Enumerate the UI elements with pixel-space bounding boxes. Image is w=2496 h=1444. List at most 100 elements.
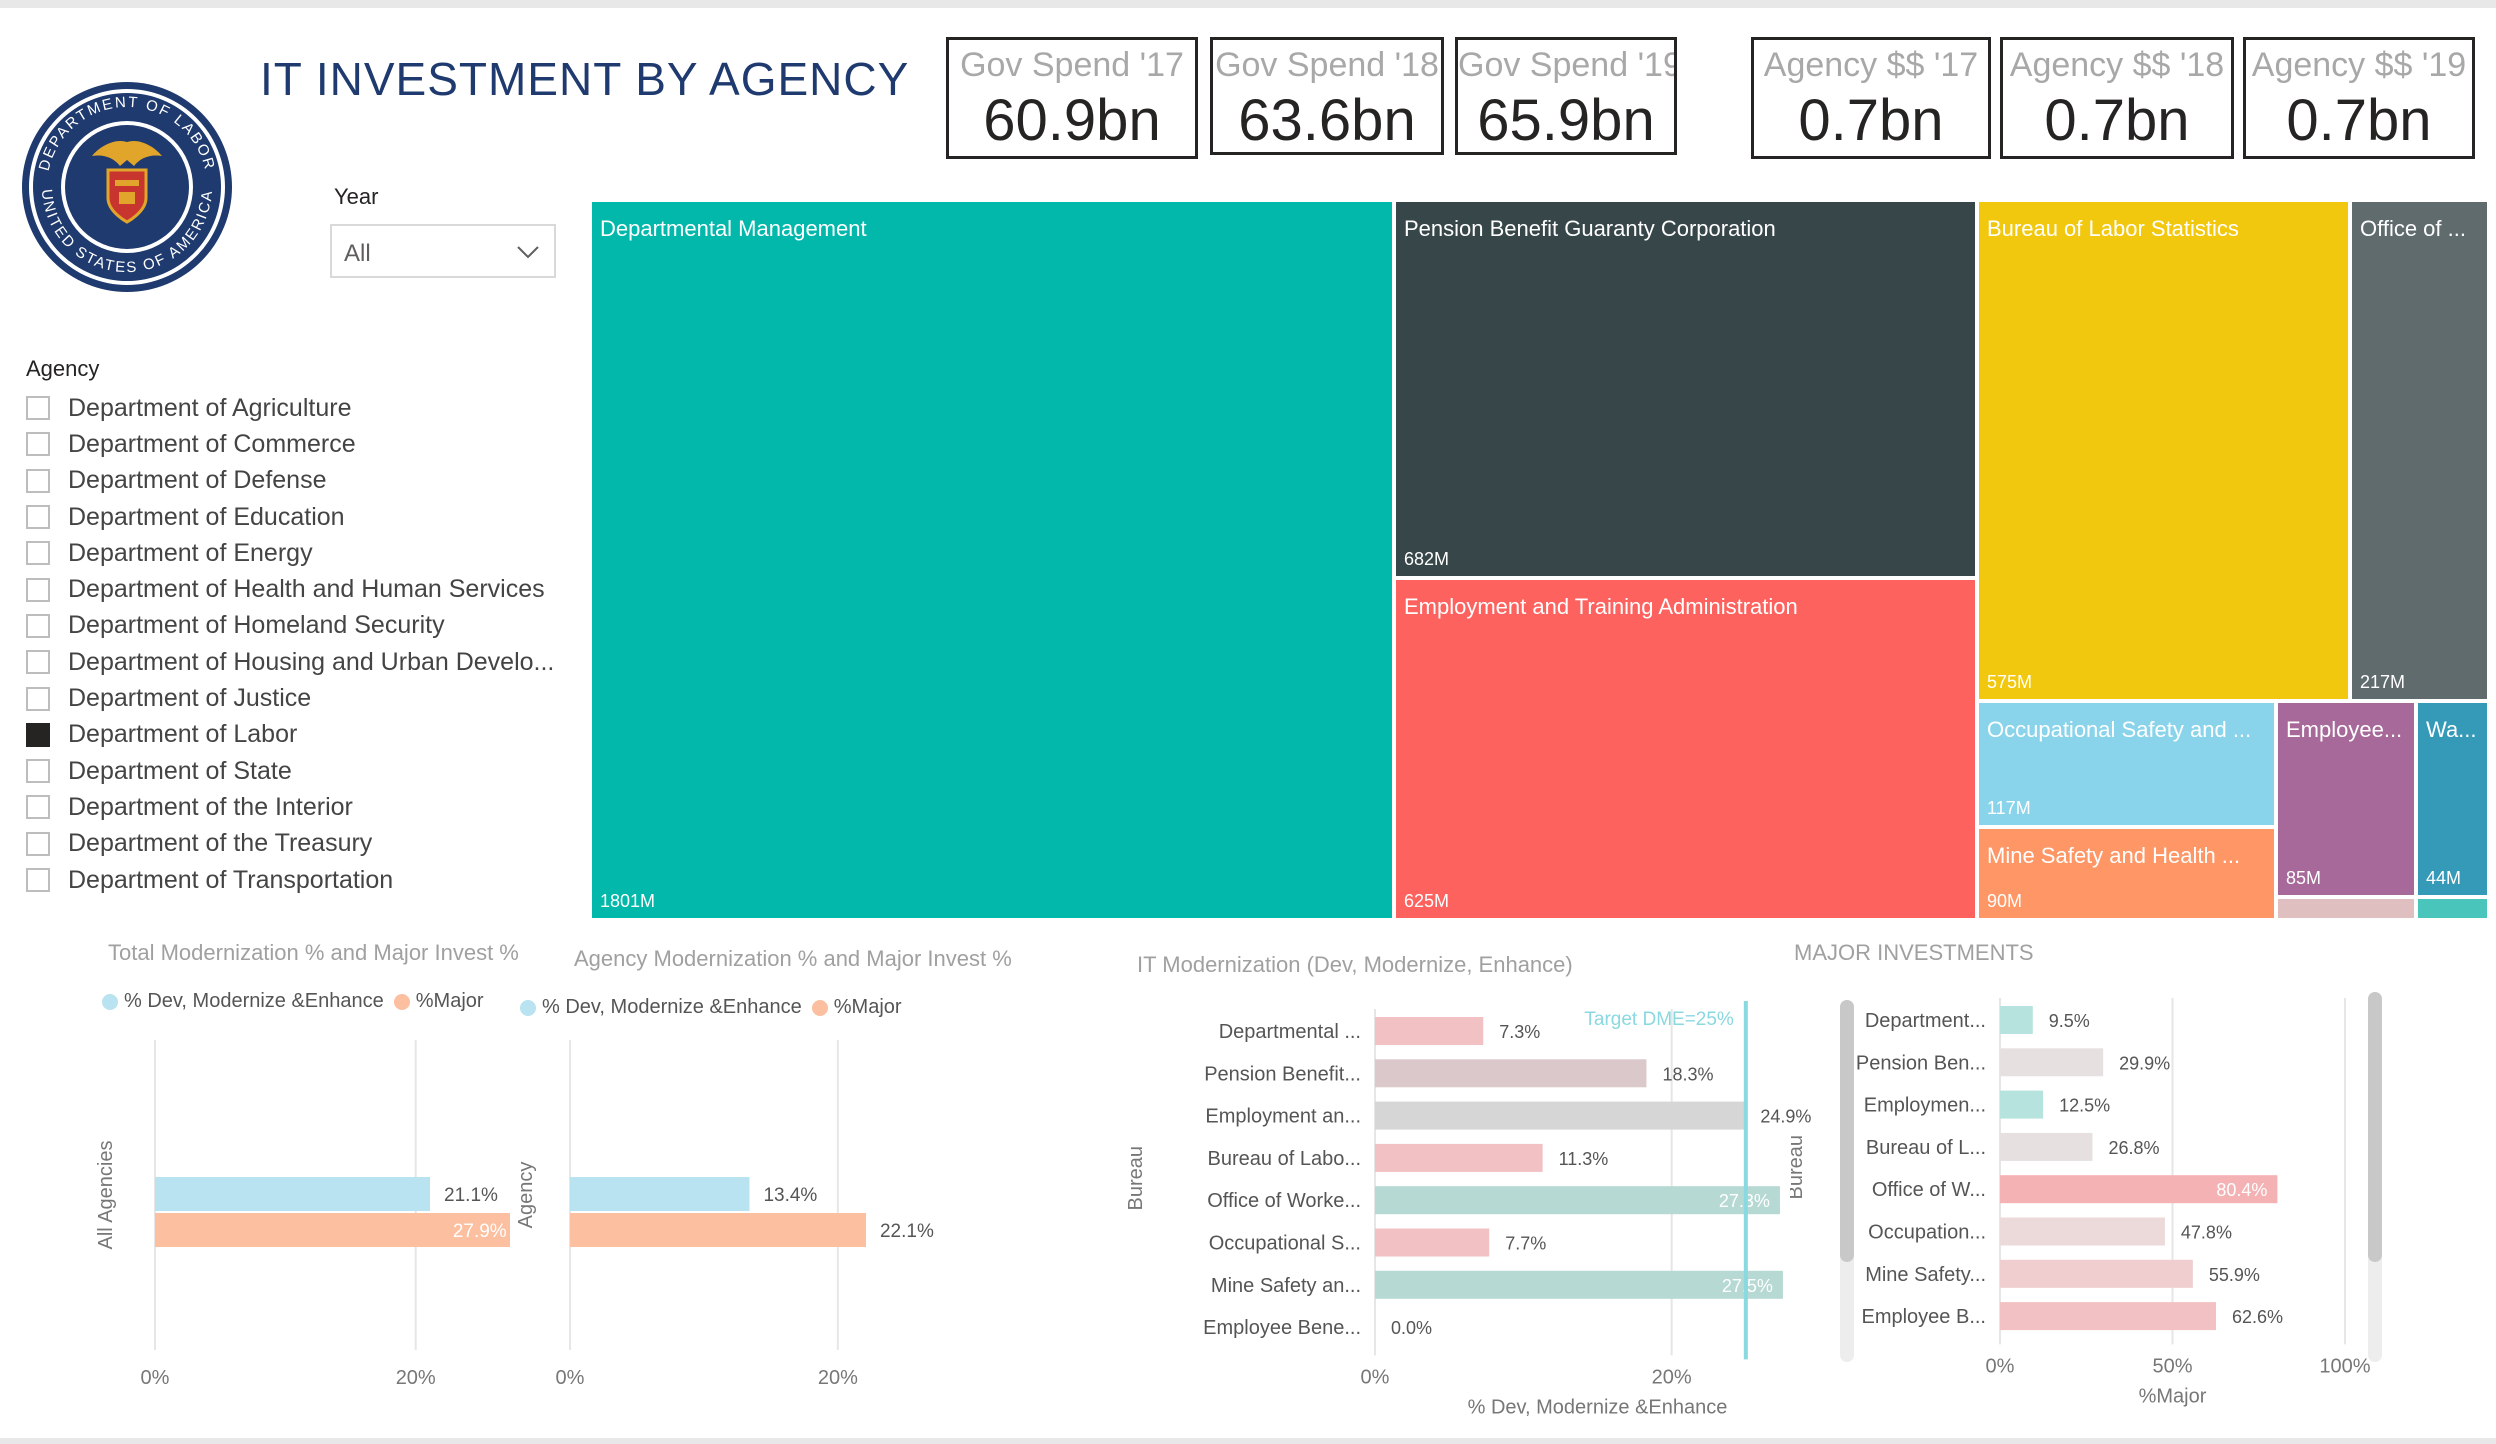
bar[interactable] xyxy=(2000,1302,2216,1331)
department-of-labor-seal: DEPARTMENT OF LABOR UNITED STATES OF AME… xyxy=(22,82,232,292)
agency-option[interactable]: Department of Homeland Security xyxy=(26,608,574,644)
treemap-tile-label: Wa... xyxy=(2426,717,2477,742)
bar[interactable] xyxy=(2000,1259,2193,1288)
bar[interactable] xyxy=(1375,1143,1543,1172)
checkbox[interactable] xyxy=(26,759,50,784)
scrollbar-track-major-investments[interactable] xyxy=(2368,992,2382,1362)
treemap-tile[interactable] xyxy=(2276,897,2416,920)
legend-label-dme: % Dev, Modernize &Enhance xyxy=(542,996,802,1018)
y-axis-label: Bureau xyxy=(1125,1146,1147,1211)
agency-option[interactable]: Department of Agriculture xyxy=(26,390,574,426)
data-label: 11.3% xyxy=(1559,1149,1609,1169)
kpi-label: Agency $$ '19 xyxy=(2251,46,2467,84)
y-axis-label: Agency xyxy=(515,1162,537,1229)
checkbox[interactable] xyxy=(26,577,50,602)
treemap-tile[interactable]: Bureau of Labor Statistics 575M xyxy=(1977,200,2350,701)
agency-option-label: Department of Justice xyxy=(68,684,312,713)
treemap-tile-value: 575M xyxy=(1987,672,2033,692)
category-label: Mine Safety an... xyxy=(1211,1275,1361,1297)
treemap-tile-value: 85M xyxy=(2286,868,2322,888)
agency-option[interactable]: Department of State xyxy=(26,753,574,789)
checkbox[interactable] xyxy=(26,468,50,493)
kpi-label: Gov Spend '19 xyxy=(1458,46,1677,84)
treemap-tile[interactable]: Pension Benefit Guaranty Corporation 682M xyxy=(1394,200,1977,578)
agency-option[interactable]: Department of the Treasury xyxy=(26,826,574,862)
treemap-tile-value: 90M xyxy=(1987,891,2023,911)
bar[interactable] xyxy=(155,1177,431,1211)
checkbox[interactable] xyxy=(26,541,50,566)
agency-option[interactable]: Department of Education xyxy=(26,499,574,535)
agency-option[interactable]: Department of the Interior xyxy=(26,789,574,825)
treemap-tile[interactable]: Employee... 85M xyxy=(2276,701,2416,897)
treemap-tile[interactable]: Wa... 44M xyxy=(2416,701,2489,897)
bar[interactable] xyxy=(570,1213,866,1247)
agency-option[interactable]: Department of Energy xyxy=(26,535,574,571)
treemap-tile[interactable]: Office of ... 217M xyxy=(2350,200,2489,701)
checkbox[interactable] xyxy=(26,505,50,530)
kpi-value: 0.7bn xyxy=(2044,88,2190,153)
scrollbar-thumb[interactable] xyxy=(2368,992,2382,1262)
checkbox[interactable] xyxy=(26,795,50,820)
data-label: 62.6% xyxy=(2232,1307,2283,1327)
checkbox[interactable] xyxy=(26,613,50,638)
kpi-value: 65.9bn xyxy=(1477,88,1655,153)
kpi-value: 0.7bn xyxy=(2286,88,2432,153)
treemap-tile[interactable]: Mine Safety and Health ... 90M xyxy=(1977,827,2276,920)
bar[interactable] xyxy=(1375,1228,1490,1257)
checkbox[interactable] xyxy=(26,868,50,892)
agency-option[interactable]: Department of Labor xyxy=(26,717,574,753)
bar[interactable] xyxy=(1375,1270,1783,1299)
bar[interactable] xyxy=(2000,1090,2044,1119)
checkbox[interactable] xyxy=(26,650,50,675)
agency-option[interactable]: Department of Commerce xyxy=(26,426,574,462)
x-tick-label: 0% xyxy=(141,1367,170,1389)
chart-title-it-modernization: IT Modernization (Dev, Modernize, Enhanc… xyxy=(1137,952,1573,977)
treemap-tile-label: Office of ... xyxy=(2360,216,2466,241)
category-label: Departmental ... xyxy=(1219,1021,1361,1043)
treemap-tile-value: 1801M xyxy=(600,891,656,911)
bar[interactable] xyxy=(2000,1048,2104,1077)
treemap-tile[interactable] xyxy=(2416,897,2489,920)
checkbox[interactable] xyxy=(26,831,50,856)
agency-option[interactable]: Department of Transportation xyxy=(26,862,574,898)
bar[interactable] xyxy=(1375,1186,1780,1215)
scrollbar-track-it-modernization[interactable] xyxy=(1840,1000,1854,1362)
treemap-tile[interactable]: Departmental Management 1801M xyxy=(590,200,1394,920)
agency-option-label: Department of the Treasury xyxy=(68,829,373,858)
agency-option[interactable]: Department of Defense xyxy=(26,463,574,499)
bar[interactable] xyxy=(1375,1017,1484,1045)
bar[interactable] xyxy=(1375,1101,1745,1130)
checkbox[interactable] xyxy=(26,722,50,747)
kpi-label: Agency $$ '17 xyxy=(1763,46,1979,84)
scrollbar-thumb[interactable] xyxy=(1840,1000,1854,1262)
year-dropdown-value: All xyxy=(344,240,371,267)
bar[interactable] xyxy=(2000,1175,2278,1204)
agency-option-label: Department of Energy xyxy=(68,538,313,567)
legend-dot-dme xyxy=(520,999,536,1016)
agency-option[interactable]: Department of Justice xyxy=(26,680,574,716)
bar[interactable] xyxy=(155,1213,510,1247)
agency-option[interactable]: Department of Housing and Urban Develo..… xyxy=(26,644,574,680)
agency-option-label: Department of Defense xyxy=(68,466,327,495)
checkbox[interactable] xyxy=(26,432,50,457)
year-dropdown[interactable]: All xyxy=(330,224,556,278)
top-border xyxy=(0,0,2496,8)
category-label: Mine Safety... xyxy=(1865,1264,1986,1286)
treemap-tile[interactable]: Occupational Safety and ... 117M xyxy=(1977,701,2276,827)
agency-option-label: Department of Housing and Urban Develo..… xyxy=(68,647,555,676)
target-label: Target DME=25% xyxy=(1584,1009,1734,1030)
data-label: 21.1% xyxy=(444,1185,498,1206)
bar[interactable] xyxy=(2000,1006,2033,1034)
treemap-tile-label: Pension Benefit Guaranty Corporation xyxy=(1404,216,1776,241)
agency-option[interactable]: Department of Health and Human Services xyxy=(26,571,574,607)
treemap-tile-label: Bureau of Labor Statistics xyxy=(1987,216,2239,241)
checkbox[interactable] xyxy=(26,686,50,711)
bar[interactable] xyxy=(570,1177,750,1211)
chart-it-modernization: 0% 20% % Dev, Modernize &Enhance Bureau Depa… xyxy=(1125,1001,1811,1418)
checkbox[interactable] xyxy=(26,396,50,421)
treemap-tile[interactable]: Employment and Training Administration 62… xyxy=(1394,578,1977,920)
bar[interactable] xyxy=(2000,1217,2165,1246)
bar[interactable] xyxy=(2000,1132,2093,1161)
bar[interactable] xyxy=(1375,1059,1647,1088)
